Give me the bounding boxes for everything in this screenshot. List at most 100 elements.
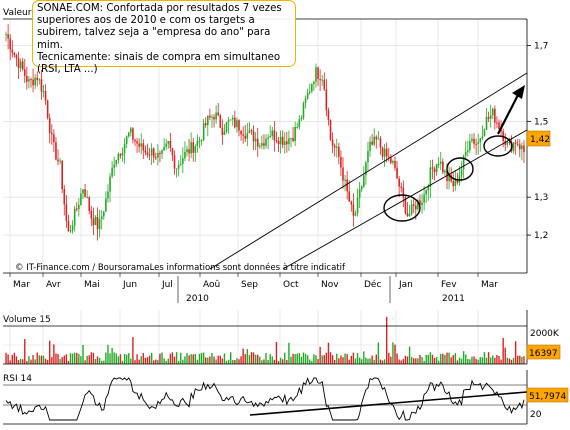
volume-bar: [354, 358, 357, 364]
candle-body: [71, 225, 74, 231]
candle-body: [219, 115, 222, 128]
candle-body: [202, 123, 205, 141]
volume-bar: [44, 358, 47, 364]
volume-bar: [211, 352, 213, 364]
volume-bar: [173, 356, 176, 364]
volume-bar: [404, 355, 407, 364]
volume-bar: [82, 345, 84, 364]
volume-bar: [367, 358, 369, 364]
volume-bar: [281, 359, 284, 364]
candle-body: [215, 112, 217, 120]
candle-body: [504, 141, 507, 145]
volume-bar: [469, 359, 471, 364]
volume-bar: [286, 360, 288, 364]
candle-body: [17, 58, 20, 69]
volume-bar: [356, 353, 359, 364]
volume-bar: [71, 353, 74, 364]
volume-bar: [398, 359, 400, 364]
volume-bar: [217, 355, 219, 364]
candle-body: [227, 120, 230, 123]
circle-marker-dec: [383, 194, 421, 222]
volume-bar: [13, 352, 16, 364]
volume-bar: [344, 353, 346, 364]
volume-bar: [475, 358, 477, 364]
volume-bar: [234, 359, 236, 364]
candle-body: [94, 216, 97, 226]
candle-body: [415, 205, 417, 210]
x-month-label: Nov: [321, 280, 339, 290]
volume-bar: [142, 352, 145, 364]
candle-body: [352, 204, 355, 216]
candle-body: [119, 153, 122, 156]
volume-bar: [481, 357, 484, 364]
volume-bar: [452, 355, 454, 364]
candle-body: [213, 116, 215, 120]
rsi-ytick: 20: [530, 410, 542, 420]
candle-body: [385, 148, 388, 157]
arrow-head-icon: [512, 85, 525, 99]
volume-bar: [510, 359, 513, 364]
volume-bars: [5, 316, 525, 364]
candle-body: [273, 130, 276, 141]
candle-body: [308, 91, 311, 93]
volume-bar: [67, 360, 70, 364]
volume-bar: [377, 342, 380, 364]
x-month-label: Aoû: [203, 280, 220, 290]
candle-body: [246, 133, 249, 139]
price-y-ticks: 1,2 1,3 1,5 1,7: [527, 42, 548, 241]
volume-bar: [338, 358, 340, 364]
candle-body: [240, 130, 242, 135]
volume-bar: [119, 354, 122, 364]
volume-bar: [419, 354, 421, 364]
candle-body: [238, 120, 240, 131]
candle-body: [435, 164, 438, 172]
volume-bar: [413, 358, 415, 364]
volume-bar: [169, 353, 172, 364]
candle-body: [123, 143, 126, 153]
candle-body: [433, 168, 436, 172]
candle-body: [132, 128, 134, 140]
candle-body: [65, 204, 68, 221]
candle-body: [404, 197, 407, 214]
volume-bar: [417, 358, 419, 364]
price-ytick-label: 1,7: [534, 42, 548, 52]
candle-body: [186, 149, 188, 152]
volume-bar: [109, 353, 111, 364]
candle-body: [179, 163, 182, 165]
volume-bar: [34, 359, 36, 364]
volume-bar: [381, 360, 384, 364]
volume-bar: [423, 360, 425, 364]
candle-body: [254, 138, 257, 142]
candle-body: [100, 216, 103, 220]
x-month-label: Avr: [46, 280, 61, 290]
candle-body: [481, 136, 484, 139]
volume-bar: [440, 353, 442, 364]
volume-bar: [94, 359, 97, 364]
candle-body: [140, 143, 143, 147]
volume-bar: [363, 351, 365, 364]
volume-bar: [49, 340, 51, 364]
volume-bar: [302, 352, 305, 364]
candle-body: [363, 175, 365, 187]
volume-bar: [73, 352, 76, 364]
candle-body: [117, 153, 120, 160]
volume-bar: [273, 359, 276, 364]
candle-body: [48, 117, 51, 133]
x-month-label: Jan: [398, 280, 413, 290]
candle-body: [30, 79, 32, 81]
candle-body: [86, 197, 88, 199]
price-candles: [5, 24, 525, 241]
volume-bar: [113, 352, 115, 364]
candle-body: [281, 136, 284, 145]
candle-body: [92, 218, 95, 226]
candle-body: [417, 200, 419, 210]
circle-marker-feb: [446, 157, 474, 181]
candle-body: [155, 157, 157, 159]
candle-body: [277, 140, 280, 145]
volume-panel: Volume 15 2000K 16397: [3, 310, 561, 365]
volume-bar: [329, 352, 332, 364]
candle-body: [144, 150, 147, 153]
volume-bar: [325, 352, 328, 364]
candle-body: [471, 138, 473, 142]
volume-bar: [346, 354, 348, 364]
